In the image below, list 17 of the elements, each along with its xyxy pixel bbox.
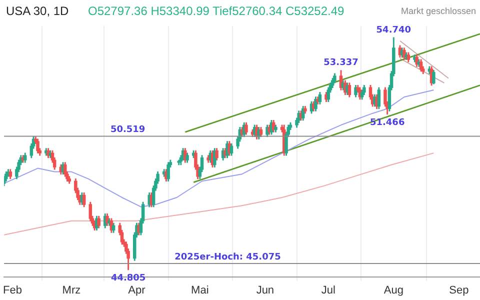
annotation: 51.466 <box>370 118 405 128</box>
annotation: 53.337 <box>324 58 358 68</box>
text: Markt geschlossen <box>400 5 476 18</box>
annotation: 54.740 <box>376 25 412 36</box>
x-tick-label: Jun <box>256 284 274 296</box>
ref-line-label: 2025er-Hoch: 45.075 <box>174 252 281 262</box>
ref-line-label: 50.519 <box>110 125 146 136</box>
x-tick-label: Sep <box>449 284 469 296</box>
chart-subtitle: O52797.36 H53340.99 Tief52760.34 C53252.49 <box>88 3 344 20</box>
chart-title: USA 30, 1D <box>6 3 69 20</box>
x-tick-label: Feb <box>2 284 22 296</box>
x-tick-label: Jul <box>321 284 336 296</box>
x-tick-label: Apr <box>128 284 146 296</box>
x-tick-label: Aug <box>384 284 404 296</box>
annotation: 44.805 <box>110 274 146 284</box>
x-tick-label: Mrz <box>62 284 81 296</box>
x-tick-label: Mai <box>191 284 209 296</box>
